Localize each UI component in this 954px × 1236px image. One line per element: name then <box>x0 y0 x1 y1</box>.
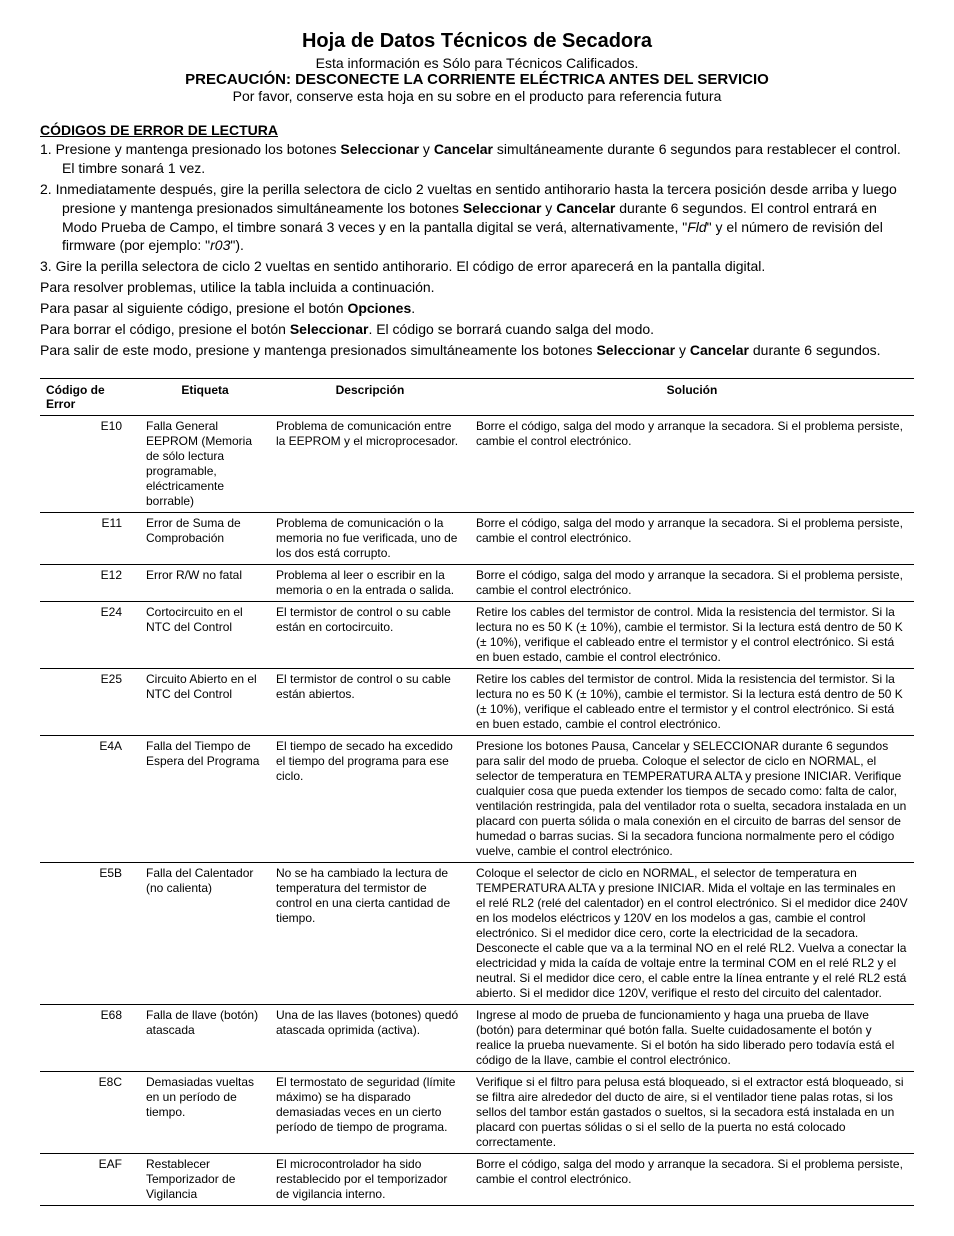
cell-solution: Borre el código, salga del modo y arranq… <box>470 1153 914 1205</box>
cell-label: Demasiadas vueltas en un período de tiem… <box>140 1071 270 1153</box>
instruction-exit-mode: Para salir de este modo, presione y mant… <box>40 341 914 360</box>
subtitle-keep: Por favor, conserve esta hoja en su sobr… <box>40 88 914 104</box>
cell-code: E11 <box>40 512 140 564</box>
th-solution: Solución <box>470 378 914 415</box>
cell-desc: Problema al leer o escribir en la memori… <box>270 564 470 601</box>
table-row: E5BFalla del Calentador (no calienta)No … <box>40 862 914 1004</box>
cell-label: Error de Suma de Comprobación <box>140 512 270 564</box>
table-row: E12Error R/W no fatalProblema al leer o … <box>40 564 914 601</box>
cell-desc: Problema de comunicación entre la EEPROM… <box>270 415 470 512</box>
cell-code: E24 <box>40 601 140 668</box>
cell-desc: El termistor de control o su cable están… <box>270 601 470 668</box>
instruction-step-1: 1. Presione y mantenga presionado los bo… <box>40 140 914 178</box>
cell-code: E68 <box>40 1004 140 1071</box>
cell-label: Restablecer Temporizador de Vigilancia <box>140 1153 270 1205</box>
cell-label: Error R/W no fatal <box>140 564 270 601</box>
table-row: E8CDemasiadas vueltas en un período de t… <box>40 1071 914 1153</box>
cell-code: E8C <box>40 1071 140 1153</box>
cell-label: Falla del Calentador (no calienta) <box>140 862 270 1004</box>
th-desc: Descripción <box>270 378 470 415</box>
cell-label: Cortocircuito en el NTC del Control <box>140 601 270 668</box>
table-row: EAFRestablecer Temporizador de Vigilanci… <box>40 1153 914 1205</box>
cell-code: E4A <box>40 735 140 862</box>
cell-desc: El tiempo de secado ha excedido el tiemp… <box>270 735 470 862</box>
cell-desc: Una de las llaves (botones) quedó atasca… <box>270 1004 470 1071</box>
cell-code: E25 <box>40 668 140 735</box>
cell-code: E5B <box>40 862 140 1004</box>
cell-solution: Presione los botones Pausa, Cancelar y S… <box>470 735 914 862</box>
cell-label: Falla de llave (botón) atascada <box>140 1004 270 1071</box>
subtitle-info: Esta información es Sólo para Técnicos C… <box>40 55 914 71</box>
cell-solution: Borre el código, salga del modo y arranq… <box>470 564 914 601</box>
cell-solution: Borre el código, salga del modo y arranq… <box>470 415 914 512</box>
cell-label: Circuito Abierto en el NTC del Control <box>140 668 270 735</box>
cell-desc: El termostato de seguridad (límite máxim… <box>270 1071 470 1153</box>
cell-solution: Retire los cables del termistor de contr… <box>470 601 914 668</box>
cell-code: EAF <box>40 1153 140 1205</box>
table-row: E10Falla General EEPROM (Memoria de sólo… <box>40 415 914 512</box>
cell-desc: No se ha cambiado la lectura de temperat… <box>270 862 470 1004</box>
table-row: E25Circuito Abierto en el NTC del Contro… <box>40 668 914 735</box>
instruction-resolve: Para resolver problemas, utilice la tabl… <box>40 278 914 297</box>
section-header-error-codes: CÓDIGOS DE ERROR DE LECTURA <box>40 122 914 138</box>
table-row: E24Cortocircuito en el NTC del ControlEl… <box>40 601 914 668</box>
page-title: Hoja de Datos Técnicos de Secadora <box>40 30 914 53</box>
cell-solution: Ingrese al modo de prueba de funcionamie… <box>470 1004 914 1071</box>
table-row: E68Falla de llave (botón) atascadaUna de… <box>40 1004 914 1071</box>
table-row: E4AFalla del Tiempo de Espera del Progra… <box>40 735 914 862</box>
error-codes-table: Código de Error Etiqueta Descripción Sol… <box>40 378 914 1206</box>
cell-desc: El termistor de control o su cable están… <box>270 668 470 735</box>
subtitle-caution: PRECAUCIÓN: DESCONECTE LA CORRIENTE ELÉC… <box>40 71 914 88</box>
cell-solution: Retire los cables del termistor de contr… <box>470 668 914 735</box>
th-code: Código de Error <box>40 378 140 415</box>
th-label: Etiqueta <box>140 378 270 415</box>
instruction-step-3: 3. Gire la perilla selectora de ciclo 2 … <box>40 257 914 276</box>
cell-desc: El microcontrolador ha sido restablecido… <box>270 1153 470 1205</box>
cell-solution: Verifique si el filtro para pelusa está … <box>470 1071 914 1153</box>
cell-desc: Problema de comunicación o la memoria no… <box>270 512 470 564</box>
instruction-step-2: 2. Inmediatamente después, gire la peril… <box>40 180 914 256</box>
instruction-next-code: Para pasar al siguiente código, presione… <box>40 299 914 318</box>
cell-label: Falla del Tiempo de Espera del Programa <box>140 735 270 862</box>
instruction-clear-code: Para borrar el código, presione el botón… <box>40 320 914 339</box>
cell-solution: Borre el código, salga del modo y arranq… <box>470 512 914 564</box>
cell-label: Falla General EEPROM (Memoria de sólo le… <box>140 415 270 512</box>
instructions-block: 1. Presione y mantenga presionado los bo… <box>40 140 914 360</box>
cell-code: E10 <box>40 415 140 512</box>
table-row: E11Error de Suma de ComprobaciónProblema… <box>40 512 914 564</box>
cell-solution: Coloque el selector de ciclo en NORMAL, … <box>470 862 914 1004</box>
cell-code: E12 <box>40 564 140 601</box>
